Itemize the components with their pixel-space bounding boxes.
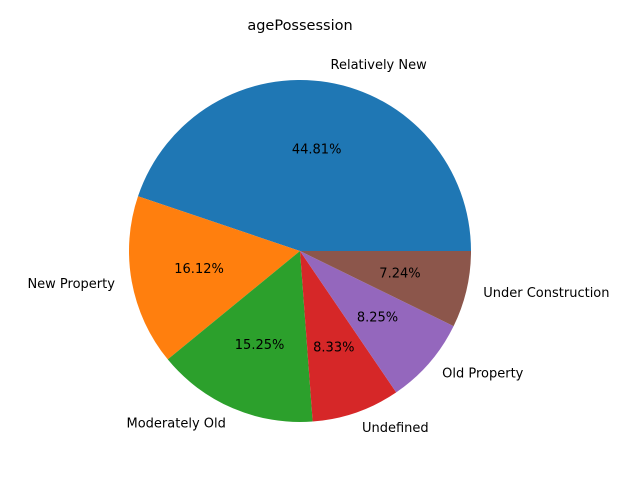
percent-labels: 44.81% 16.12% 15.25% 8.33%8.25% 7.24%	[174, 142, 420, 355]
pie-slice-undefined	[300, 251, 397, 422]
pie-slice-relatively-new	[138, 79, 471, 251]
pie-slice-old-property	[300, 251, 454, 393]
category-label-relatively-new: Relatively New	[331, 58, 428, 73]
percent-label-relatively-new: 44.81%	[292, 142, 342, 157]
percent-label-moderately-old: 15.25%	[235, 338, 285, 353]
category-labels: Relatively New New Property Moderately Old…	[27, 58, 609, 436]
percent-label-undefined: 8.33%	[313, 340, 354, 355]
category-label-moderately-old: Moderately Old	[127, 416, 226, 431]
chart-title: agePossession	[247, 18, 352, 34]
percent-label-new-property: 16.12%	[174, 262, 224, 277]
pie-slices	[128, 79, 471, 423]
category-label-undefined: Undefined	[362, 421, 429, 436]
pie-slice-moderately-old	[167, 251, 313, 423]
percent-label-old-property: 8.25%	[357, 311, 398, 326]
pie-slice-under-construction	[300, 251, 471, 327]
percent-label-under-construction: 7.24%	[379, 267, 420, 282]
category-label-under-construction: Under Construction	[483, 286, 609, 301]
category-label-old-property: Old Property	[442, 367, 524, 382]
category-label-new-property: New Property	[27, 277, 115, 292]
pie-slice-new-property	[128, 196, 300, 360]
